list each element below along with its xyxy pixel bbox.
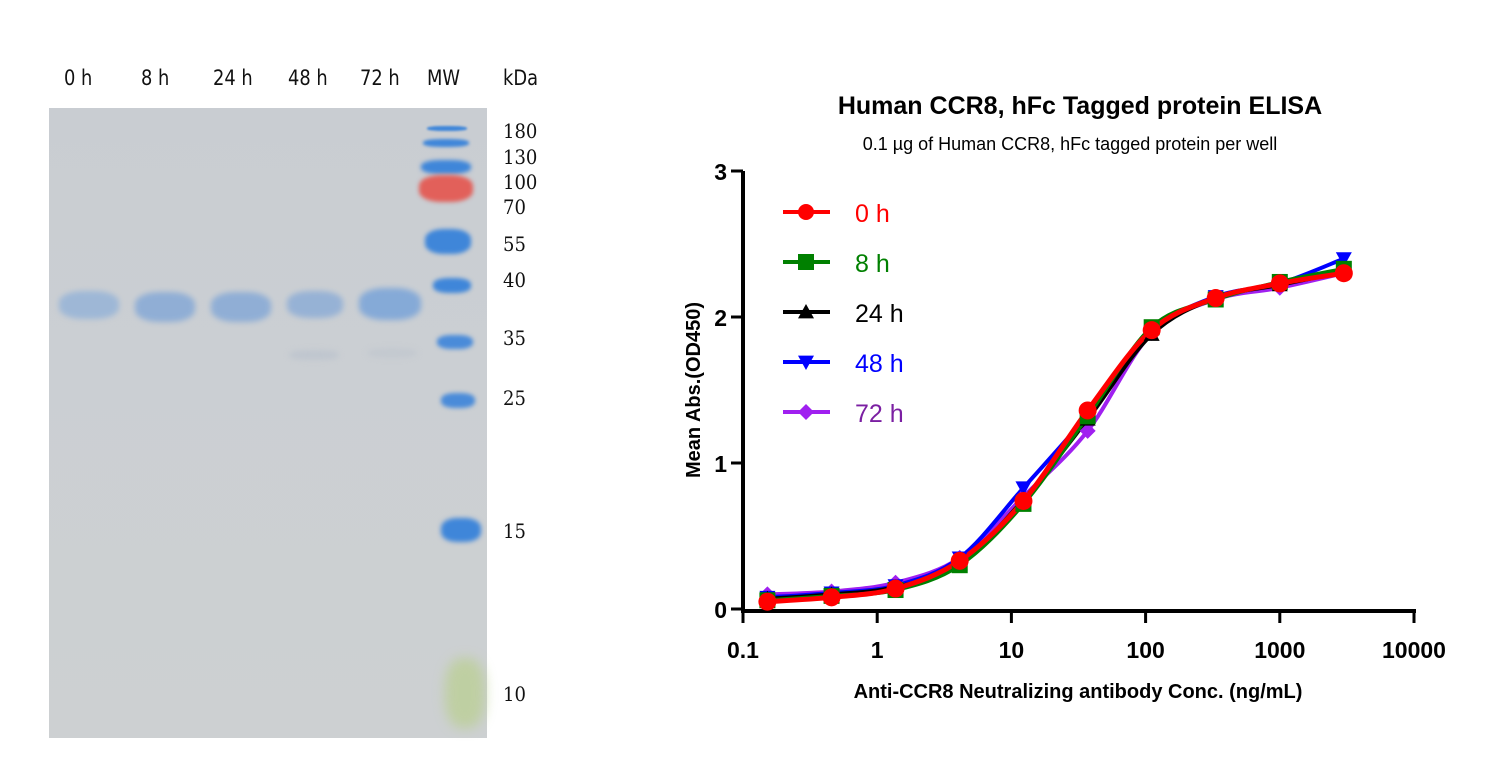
x-tick-label: 10 [999, 637, 1025, 663]
kda-unit-label: kDa [503, 66, 539, 90]
lane-label-mw: MW [427, 66, 461, 90]
y-tick-label: 2 [714, 305, 727, 331]
marker-band-55 [425, 229, 471, 254]
mw-label-70: 70 [503, 195, 526, 219]
data-point-48h [1335, 252, 1352, 267]
curve-24h [767, 269, 1345, 601]
y-tick-label: 1 [714, 451, 727, 477]
mw-label-10: 10 [503, 682, 526, 706]
data-point-0h [950, 551, 969, 570]
chart-title: Human CCR8, hFc Tagged protein ELISA [838, 92, 1322, 120]
lane-label-72h: 72 h [360, 66, 400, 90]
marker-band-35 [437, 335, 473, 349]
marker-band-70 [419, 175, 473, 202]
curve-48h [767, 256, 1345, 600]
elisa-chart: Human CCR8, hFc Tagged protein ELISA 0.1… [683, 92, 1446, 703]
x-tick-label: 100 [1126, 637, 1164, 663]
data-point-0h [822, 588, 841, 607]
curve-72h [767, 271, 1345, 597]
data-points [758, 252, 1353, 611]
marker-band-180 [427, 126, 467, 131]
legend-label-72h: 72 h [855, 400, 904, 428]
sample-band-48h [287, 291, 343, 318]
lane-label-8h: 8 h [141, 66, 170, 90]
marker-band-15 [441, 518, 481, 542]
gel-image [49, 108, 487, 738]
data-point-0h [1206, 289, 1225, 308]
lane-label-24h: 24 h [213, 66, 253, 90]
lane-label-0h: 0 h [64, 66, 93, 90]
x-tick-label: 0.1 [727, 637, 759, 663]
marker-band-130 [423, 139, 469, 147]
mw-label-55: 55 [503, 232, 526, 256]
mw-label-40: 40 [503, 268, 526, 292]
sample-band-8h [135, 292, 195, 322]
mw-label-130: 130 [503, 145, 538, 169]
legend-label-8h: 8 h [855, 250, 890, 278]
sample-band-72h [359, 288, 421, 320]
legend-marker-8h [798, 254, 814, 270]
legend-label-24h: 24 h [855, 300, 904, 328]
data-point-0h [1142, 321, 1161, 340]
marker-band-40 [433, 278, 471, 293]
marker-band-25 [441, 393, 475, 408]
mw-label-25: 25 [503, 386, 526, 410]
data-point-0h [1334, 264, 1353, 283]
marker-band-100 [421, 160, 471, 174]
axes: 0.1 1 10 100 1000 10000 0 1 2 3 [714, 159, 1446, 663]
data-point-0h [1078, 401, 1097, 420]
sample-band-0h [59, 291, 119, 319]
x-tick-label: 1 [871, 637, 884, 663]
legend-marker-24h [798, 304, 814, 319]
legend-label-48h: 48 h [855, 350, 904, 378]
mw-label-35: 35 [503, 326, 526, 350]
data-point-72h [1079, 422, 1096, 439]
data-point-0h [1014, 491, 1033, 510]
legend-marker-48h [798, 355, 814, 370]
x-tick-label: 1000 [1254, 637, 1305, 663]
mw-label-100: 100 [503, 170, 538, 194]
y-axis-label: Mean Abs.(OD450) [683, 302, 705, 478]
faint-band-48h [289, 350, 339, 360]
data-point-48h [1015, 481, 1032, 496]
mw-label-15: 15 [503, 519, 526, 543]
x-tick-label: 10000 [1382, 637, 1446, 663]
data-point-0h [886, 579, 905, 598]
curve-0h [767, 270, 1345, 605]
lane-label-48h: 48 h [288, 66, 328, 90]
chart-subtitle: 0.1 µg of Human CCR8, hFc tagged protein… [863, 134, 1278, 154]
curve-8h [767, 266, 1345, 603]
mw-label-180: 180 [503, 119, 538, 143]
data-point-0h [758, 592, 777, 611]
marker-band-10 [445, 658, 485, 728]
y-tick-label: 0 [714, 597, 727, 623]
sds-page-gel-panel: 0 h 8 h 24 h 48 h 72 h MW kDa 180 130 10… [0, 0, 620, 774]
legend-marker-0h [798, 204, 814, 220]
data-point-0h [1270, 274, 1289, 293]
sample-band-24h [211, 292, 271, 322]
x-axis-label: Anti-CCR8 Neutralizing antibody Conc. (n… [854, 681, 1303, 703]
y-tick-label: 3 [714, 159, 727, 185]
legend: 0 h 8 h 24 h 48 h 72 h [783, 200, 904, 428]
legend-marker-72h [798, 404, 814, 420]
fitted-curves [767, 256, 1345, 605]
legend-label-0h: 0 h [855, 200, 890, 228]
faint-band-72h [367, 348, 417, 358]
